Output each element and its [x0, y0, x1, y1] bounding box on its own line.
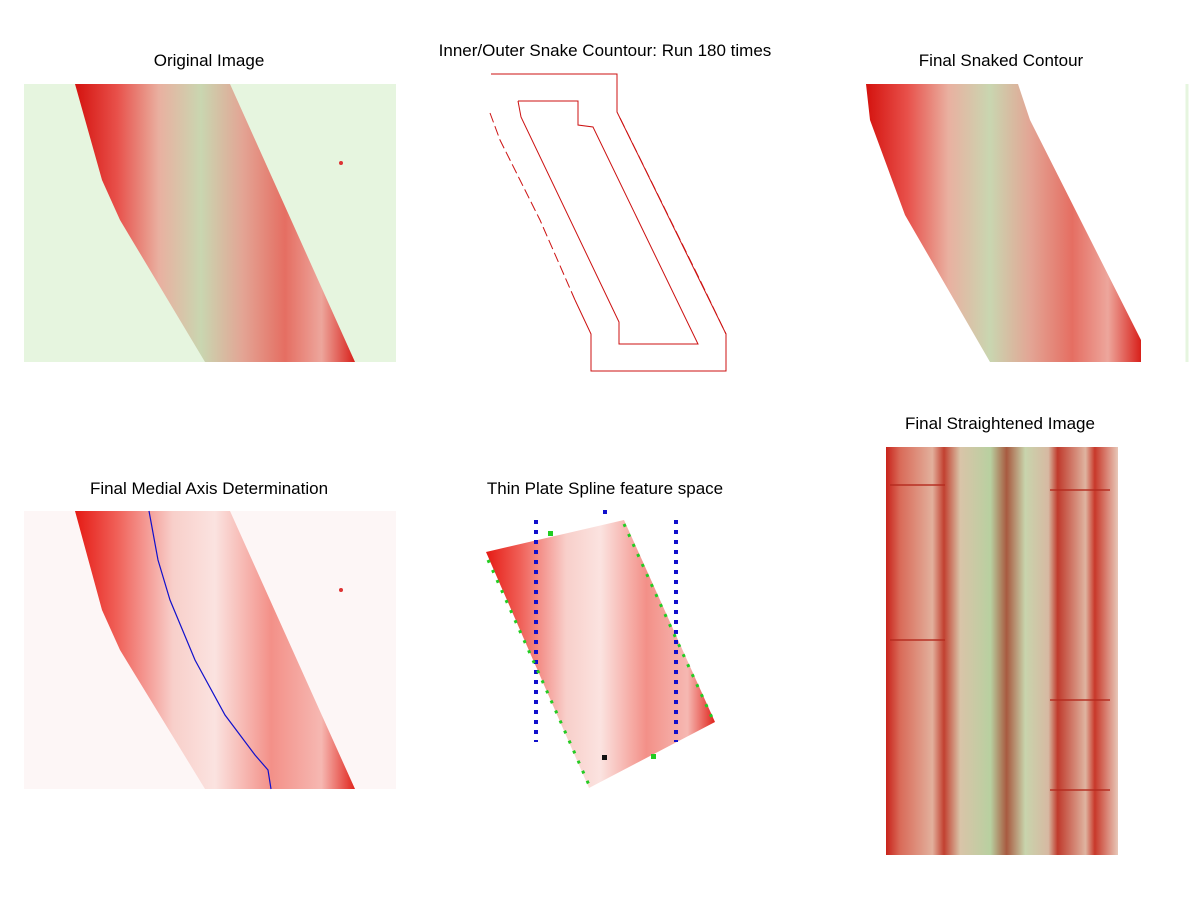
root-image: [75, 84, 355, 362]
straightened-image: [886, 447, 1118, 855]
inner-contour: [517, 100, 699, 345]
warped-image: [486, 520, 715, 788]
panel-title: Final Straightened Image: [905, 414, 1095, 433]
speck: [339, 588, 343, 592]
panel-spline: Thin Plate Spline feature space: [486, 479, 723, 788]
point: [651, 754, 656, 759]
cell-walls: [890, 484, 1110, 791]
control-lines: [534, 510, 678, 742]
medial-axis: [148, 510, 272, 790]
point: [602, 755, 607, 760]
panel-title: Original Image: [154, 51, 265, 70]
speck: [339, 161, 343, 165]
panel-title: Final Medial Axis Determination: [90, 479, 328, 498]
panel-title: Inner/Outer Snake Countour: Run 180 time…: [439, 41, 772, 60]
panel-original: Original Image: [24, 51, 396, 362]
outer-contour: [491, 73, 727, 372]
point: [548, 531, 553, 536]
root-image: [75, 511, 355, 789]
panel-title: Thin Plate Spline feature space: [487, 479, 723, 498]
snaked-image: [866, 84, 1141, 362]
edge-points: [486, 523, 715, 786]
panel-snaked: Final Snaked Contour: [866, 51, 1189, 362]
outer-contour-right: [619, 117, 727, 335]
panel-straightened: Final Straightened Image: [886, 414, 1118, 855]
outer-contour-left: [489, 112, 576, 301]
panel-title: Final Snaked Contour: [919, 51, 1084, 70]
panel-snake: Inner/Outer Snake Countour: Run 180 time…: [439, 41, 772, 372]
panel-medial: Final Medial Axis Determination: [24, 479, 396, 790]
